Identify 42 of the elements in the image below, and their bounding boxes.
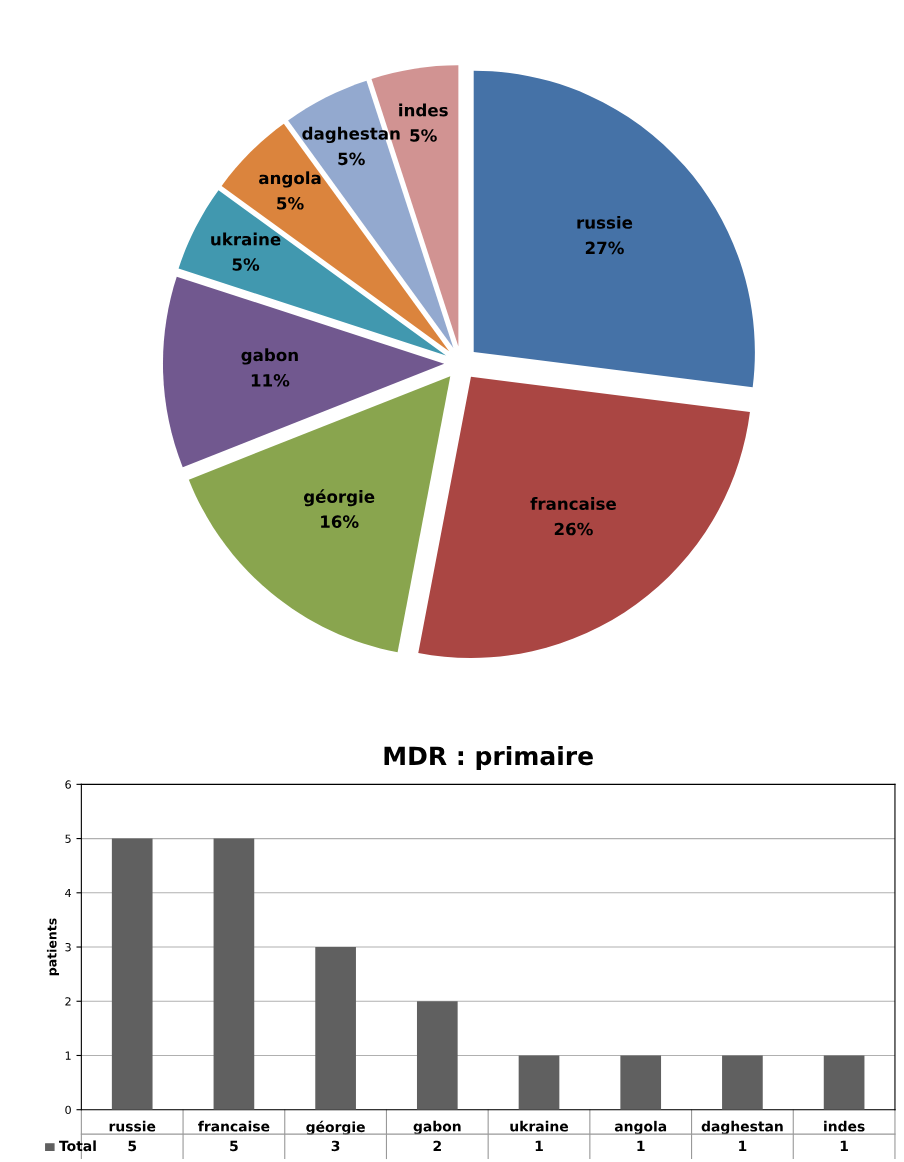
y-tick-label: 6 <box>65 780 71 789</box>
x-tick-label: russie <box>109 1120 156 1132</box>
data-label: 11% <box>251 374 290 387</box>
data-label: 5 <box>128 1140 137 1152</box>
slice-label: indes <box>399 103 448 117</box>
data-label: 3 <box>331 1140 340 1152</box>
data-label: 5% <box>338 152 365 166</box>
slice-label: francaise <box>530 497 616 511</box>
data-label: 26% <box>554 522 593 536</box>
y-tick-label: 4 <box>65 888 72 898</box>
slice-label: russie <box>577 215 633 229</box>
slice-label: gabon <box>241 348 298 365</box>
data-label: 27% <box>585 241 624 255</box>
data-label: 2 <box>433 1140 441 1151</box>
x-tick-label: géorgie <box>306 1120 365 1135</box>
data-label: 1 <box>535 1140 543 1151</box>
x-tick-label: ukraine <box>510 1120 569 1132</box>
y-tick-label: 3 <box>65 943 71 952</box>
slice-label: géorgie <box>303 489 375 507</box>
legend-label: Total <box>59 1140 96 1152</box>
data-label: 16% <box>321 515 359 528</box>
slice-label: daghestan <box>302 126 400 144</box>
y-tick-label: 0 <box>65 1105 71 1115</box>
x-tick-label: gabon <box>413 1120 461 1135</box>
y-axis-title: patients <box>46 918 60 976</box>
data-label: 1 <box>739 1140 747 1151</box>
y-tick-label: 2 <box>65 997 71 1006</box>
chart-title: MDR : primaire <box>384 745 593 771</box>
slice-label: ukraine <box>211 232 281 246</box>
data-label: 5% <box>277 197 304 210</box>
data-label: 5 <box>230 1140 238 1152</box>
x-tick-label: indes <box>824 1120 865 1132</box>
y-tick-label: 5 <box>65 834 71 843</box>
data-label: 5% <box>410 129 437 142</box>
data-label: 1 <box>840 1140 848 1151</box>
x-tick-label: daghestan <box>701 1120 783 1135</box>
y-tick-label: 1 <box>65 1051 71 1060</box>
slice-label: angola <box>259 171 321 188</box>
data-label: 1 <box>637 1140 645 1151</box>
data-label: 5% <box>232 258 260 271</box>
x-tick-label: francaise <box>198 1120 270 1132</box>
x-tick-label: angola <box>614 1120 667 1135</box>
